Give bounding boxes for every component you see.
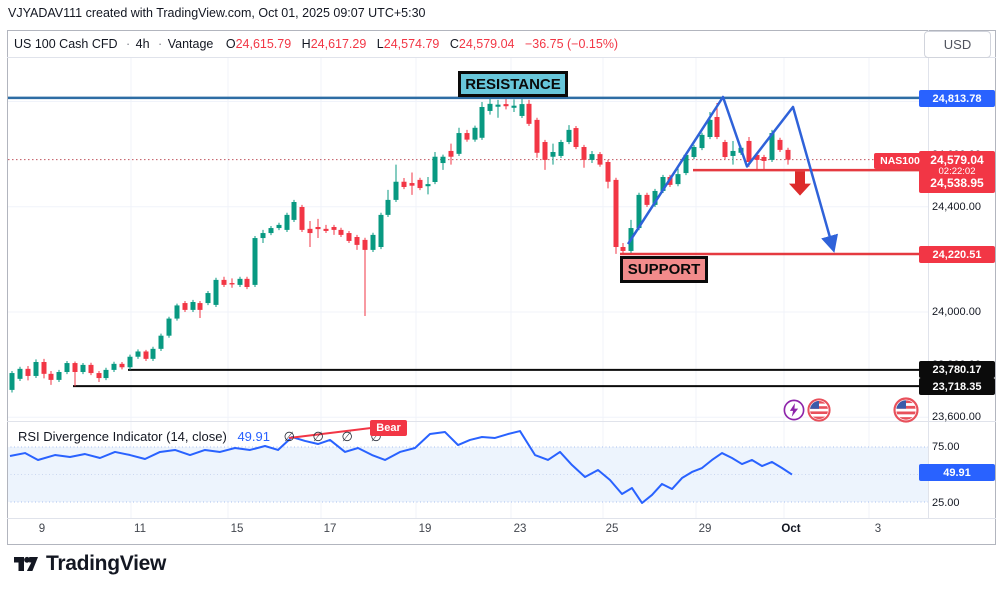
close-value: 24,579.04: [458, 37, 515, 51]
price-scale-label: 75.00: [932, 441, 960, 453]
time-axis-label: 17: [323, 523, 337, 535]
price-scale-label: 25.00: [932, 497, 960, 509]
time-axis-label: Oct: [781, 523, 801, 535]
currency-toggle-button[interactable]: USD: [924, 31, 991, 58]
close-label: C: [449, 37, 459, 51]
last-price-value: 24,579.04: [930, 153, 984, 168]
rsi-value-badge: 49.91: [919, 464, 995, 481]
low-value: 24,574.79: [383, 37, 440, 51]
tradingview-logo-icon: [14, 556, 38, 571]
black-ray-upper-badge: 23,780.17: [919, 361, 995, 378]
symbol-provider: Vantage: [167, 37, 214, 51]
candles: [9, 97, 791, 393]
open-label: O: [225, 37, 236, 51]
tradingview-logo[interactable]: TradingView: [12, 550, 166, 577]
mid-line-price: 24,538.95: [930, 175, 984, 190]
support-zone-label[interactable]: SUPPORT: [620, 256, 708, 283]
price-scale-label: 24,000.00: [932, 306, 981, 318]
rsi-indicator-flags: ∅ ∅ ∅ ∅: [283, 429, 389, 444]
bear-divergence-line[interactable]: [288, 427, 372, 439]
price-scale-label: 23,600.00: [932, 411, 981, 423]
black-ray-lower-badge: 23,718.35: [919, 378, 995, 395]
support-price-badge: 24,220.51: [919, 246, 995, 263]
rsi-band: [7, 446, 928, 503]
economic-event-icon[interactable]: [783, 399, 805, 421]
last-price-badge: 24,579.04 02:22:02 24,538.95: [919, 151, 995, 193]
legend-separator-1: ·: [126, 37, 131, 51]
high-value: 24,617.29: [310, 37, 367, 51]
us-flag-event-icon[interactable]: [893, 397, 919, 423]
price-scale-label: 24,400.00: [932, 201, 981, 213]
time-axis-label: 9: [38, 523, 46, 535]
high-label: H: [301, 37, 311, 51]
tradingview-logo-text: TradingView: [46, 551, 167, 575]
time-axis-label: 3: [874, 523, 882, 535]
time-axis-label: 25: [605, 523, 619, 535]
time-axis-label: 29: [698, 523, 712, 535]
open-value: 24,615.79: [235, 37, 292, 51]
chart-frame: [7, 30, 996, 545]
resistance-zone-label[interactable]: RESISTANCE: [458, 71, 568, 97]
black-rays: [73, 368, 928, 388]
time-axis-label: 19: [418, 523, 432, 535]
time-axis-label: 15: [230, 523, 244, 535]
time-axis-label: 23: [513, 523, 527, 535]
legend-separator-2: ·: [158, 37, 163, 51]
time-axis-label: 11: [134, 523, 146, 535]
resistance-price-badge: 24,813.78: [919, 90, 995, 107]
rsi-line: [9, 430, 793, 504]
bar-countdown: 02:22:02: [938, 166, 976, 178]
gridlines: [7, 57, 928, 518]
projection-zigzag-arrow[interactable]: [626, 95, 839, 253]
bear-divergence-label[interactable]: Bear: [370, 420, 407, 436]
rsi-indicator-value: 49.91: [237, 429, 270, 444]
symbol-name: US 100 Cash CFD: [14, 37, 118, 51]
snapshot-credit: VJYADAV111 created with TradingView.com,…: [8, 6, 426, 20]
symbol-tag-badge: NAS100: [874, 153, 926, 169]
us-flag-event-icon[interactable]: [807, 398, 831, 422]
down-arrow-marker[interactable]: [789, 171, 811, 196]
symbol-interval: 4h: [135, 37, 150, 51]
change-value: −36.75 (−0.15%): [524, 37, 619, 51]
rsi-indicator-title: RSI Divergence Indicator (14, close): [18, 429, 227, 444]
low-label: L: [376, 37, 384, 51]
rsi-indicator-legend: RSI Divergence Indicator (14, close) 49.…: [18, 429, 389, 445]
symbol-legend: US 100 Cash CFD · 4h · Vantage O24,615.7…: [14, 37, 621, 51]
